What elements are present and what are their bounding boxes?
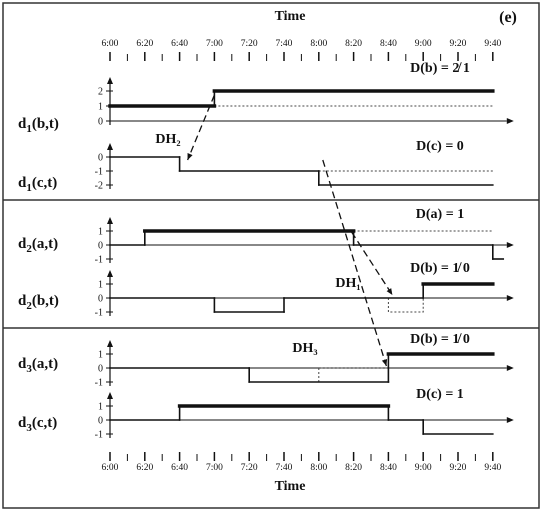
- top-time-axis: 6:00 6:20 6:40 7:00 7:20 7:40 8:00 8:20 8:40 9:00…: [102, 39, 501, 61]
- bottom-axis-tick-label: 8:20: [345, 463, 362, 473]
- row-label: d3(a,t): [18, 356, 58, 375]
- y-axis-arrow: [107, 217, 113, 224]
- top-axis-tick-label: 6:40: [171, 39, 188, 49]
- top-axis-tick-label: 6:20: [136, 39, 153, 49]
- time-baseline-arrow: [506, 118, 514, 124]
- bottom-axis-tick-label: 8:40: [380, 463, 397, 473]
- top-axis-tick-label: 7:40: [276, 39, 293, 49]
- time-baseline-arrow: [506, 295, 514, 301]
- y-axis-arrow: [107, 392, 113, 399]
- top-axis-tick-label: 6:00: [102, 39, 119, 49]
- row-annotation: D(b) = 1̸ 0: [410, 261, 470, 276]
- top-axis-tick-label: 9:40: [484, 39, 501, 49]
- y-tick-label: 1: [98, 102, 103, 113]
- y-tick-label: -1: [95, 255, 103, 266]
- bottom-axis-tick-label: 7:00: [206, 463, 223, 473]
- bottom-axis-tick-label: 9:20: [450, 463, 467, 473]
- y-tick-label: 1: [98, 280, 103, 291]
- bottom-axis-tick-label: 7:40: [276, 463, 293, 473]
- row-d2b: d2(b,t) 1 0 -1 D(b) = 1̸ 0 DH₁: [18, 261, 514, 319]
- y-tick-label: 1: [98, 227, 103, 238]
- time-baseline-arrow: [506, 417, 514, 423]
- time-baseline-arrow: [506, 365, 514, 371]
- y-tick-label: -1: [95, 378, 103, 389]
- top-axis-tick-label: 7:20: [241, 39, 258, 49]
- row-label: d1(b,t): [18, 116, 59, 135]
- top-axis-tick-label: 7:00: [206, 39, 223, 49]
- row-label: d2(a,t): [18, 236, 58, 255]
- bottom-axis-tick-label: 6:00: [102, 463, 119, 473]
- row-label: d2(b,t): [18, 293, 59, 312]
- previous-state-trace: [387, 298, 424, 313]
- dh-arrow-head: [381, 359, 388, 366]
- y-tick-label: -2: [95, 181, 103, 192]
- bottom-axis-title: Time: [275, 479, 306, 494]
- dh-arrow-head: [386, 288, 393, 295]
- bottom-axis-tick-label: 6:20: [136, 463, 153, 473]
- row-d2a: d2(a,t) 1 0 -1 D(a) = 1: [18, 207, 514, 266]
- y-tick-label: 2: [98, 87, 103, 98]
- row-d3c: d3(c,t) 1 0 -1 D(c) = 1: [18, 387, 514, 441]
- y-tick-label: 1: [98, 350, 103, 361]
- bottom-axis-tick-label: 7:20: [241, 463, 258, 473]
- dh-label: DH₁: [335, 276, 360, 291]
- top-axis-tick-label: 8:40: [380, 39, 397, 49]
- y-tick-label: 0: [98, 241, 103, 252]
- outer-frame: [2, 2, 540, 509]
- bottom-axis-tick-label: 6:40: [171, 463, 188, 473]
- y-axis-arrow: [107, 340, 113, 347]
- panel-label: (e): [499, 9, 517, 26]
- top-axis-tick-label: 8:20: [345, 39, 362, 49]
- row-annotation: D(b) = 2̸ 1: [410, 61, 470, 76]
- y-axis-arrow: [107, 77, 113, 84]
- bottom-time-axis: 6:00 6:20 6:40 7:00 7:20 7:40 8:00 8:20 8:40 9:00…: [102, 452, 501, 473]
- top-axis-tick-label: 9:20: [450, 39, 467, 49]
- row-d1c: d1(c,t) 0 -1 -2 D(c) = 0 DH₂: [18, 132, 494, 194]
- dh-label: DH₃: [292, 341, 317, 356]
- row-label: d3(c,t): [18, 415, 57, 434]
- row-annotation: D(a) = 1: [416, 207, 464, 222]
- y-tick-label: -1: [95, 167, 103, 178]
- y-tick-label: -1: [95, 308, 103, 319]
- time-baseline-arrow: [506, 242, 514, 248]
- dh-arrows: [186, 94, 393, 367]
- y-tick-label: 0: [98, 364, 103, 375]
- top-axis-tick-label: 8:00: [310, 39, 327, 49]
- y-tick-label: 0: [98, 153, 103, 164]
- top-axis-tick-label: 9:00: [415, 39, 432, 49]
- bottom-axis-tick-label: 9:00: [415, 463, 432, 473]
- dh-dashed-arrow: [351, 231, 393, 296]
- y-tick-label: -1: [95, 430, 103, 441]
- row-annotation: D(b) = 1̸ 0: [410, 332, 470, 347]
- y-tick-label: 0: [98, 117, 103, 128]
- row-annotation: D(c) = 1: [416, 387, 464, 402]
- row-annotation: D(c) = 0: [416, 139, 464, 154]
- signal-rows: d1(b,t) 2 1 0 D(b) = 2̸ 1 d1(c,t) 0 -1 -2 D(c) = …: [18, 61, 514, 441]
- dh-dashed-arrow: [186, 94, 216, 161]
- bottom-axis-tick-label: 8:00: [310, 463, 327, 473]
- bottom-axis-tick-label: 9:40: [484, 463, 501, 473]
- y-axis-arrow: [107, 143, 113, 150]
- row-label: d1(c,t): [18, 175, 57, 194]
- row-d3a: d3(a,t) 1 0 -1 D(b) = 1̸ 0 DH₃: [18, 332, 514, 389]
- dh-dashed-arrow: [322, 159, 388, 367]
- dh-arrow-head: [187, 153, 193, 160]
- y-tick-label: 0: [98, 416, 103, 427]
- previous-state-trace: [318, 367, 389, 382]
- y-axis-arrow: [107, 270, 113, 277]
- y-tick-label: 0: [98, 294, 103, 305]
- row-d1b: d1(b,t) 2 1 0 D(b) = 2̸ 1: [18, 61, 514, 135]
- top-axis-title: Time: [275, 9, 306, 24]
- dh-label: DH₂: [155, 132, 180, 147]
- y-tick-label: 1: [98, 402, 103, 413]
